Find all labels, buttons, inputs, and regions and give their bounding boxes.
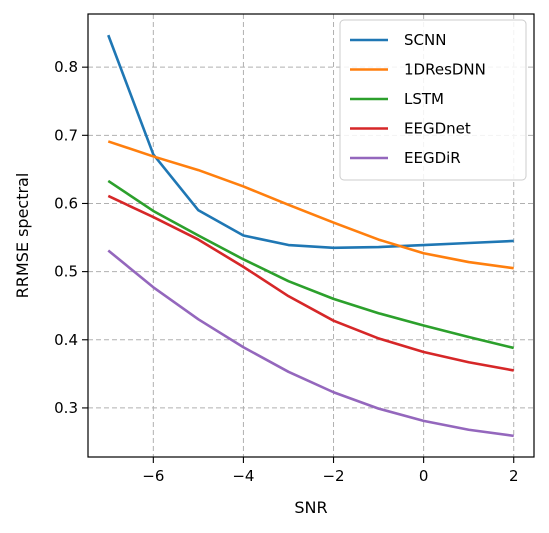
legend-label: EEGDnet <box>404 120 471 138</box>
x-tick-label: −6 <box>142 467 164 485</box>
legend-label: SCNN <box>404 31 446 49</box>
y-tick-label: 0.6 <box>54 194 78 212</box>
legend-label: 1DResDNN <box>404 61 486 79</box>
series-lines <box>107 34 515 438</box>
x-axis-label: SNR <box>294 498 327 517</box>
series-line-scnn <box>107 34 514 250</box>
x-tick-label: −4 <box>232 467 254 485</box>
x-tick-label: −2 <box>322 467 344 485</box>
y-tick-label: 0.5 <box>54 263 78 281</box>
y-tick-label: 0.4 <box>54 331 78 349</box>
y-axis-label: RRMSE spectral <box>13 173 32 299</box>
series-line-lstm <box>107 179 515 350</box>
legend-box <box>339 19 527 181</box>
x-tick-label: 2 <box>509 467 519 485</box>
legend: SCNN 1DResDNN LSTM EEGDnet EEGDiR <box>339 19 527 181</box>
series-line-eegdir <box>107 249 514 438</box>
y-tick-label: 0.7 <box>54 126 78 144</box>
y-tick-label: 0.8 <box>54 58 78 76</box>
series-line-eegdnet <box>107 194 514 372</box>
x-tick-label: 0 <box>419 467 429 485</box>
y-axis-ticks: 0.3 0.4 0.5 0.6 0.7 0.8 <box>54 58 88 417</box>
x-axis-ticks: −6 −4 −2 0 2 <box>142 457 519 485</box>
series-line-1dresdnn <box>107 140 514 270</box>
legend-label: LSTM <box>404 90 444 108</box>
plot-frame <box>87 13 535 458</box>
legend-label: EEGDiR <box>404 149 461 167</box>
y-tick-label: 0.3 <box>54 399 78 417</box>
